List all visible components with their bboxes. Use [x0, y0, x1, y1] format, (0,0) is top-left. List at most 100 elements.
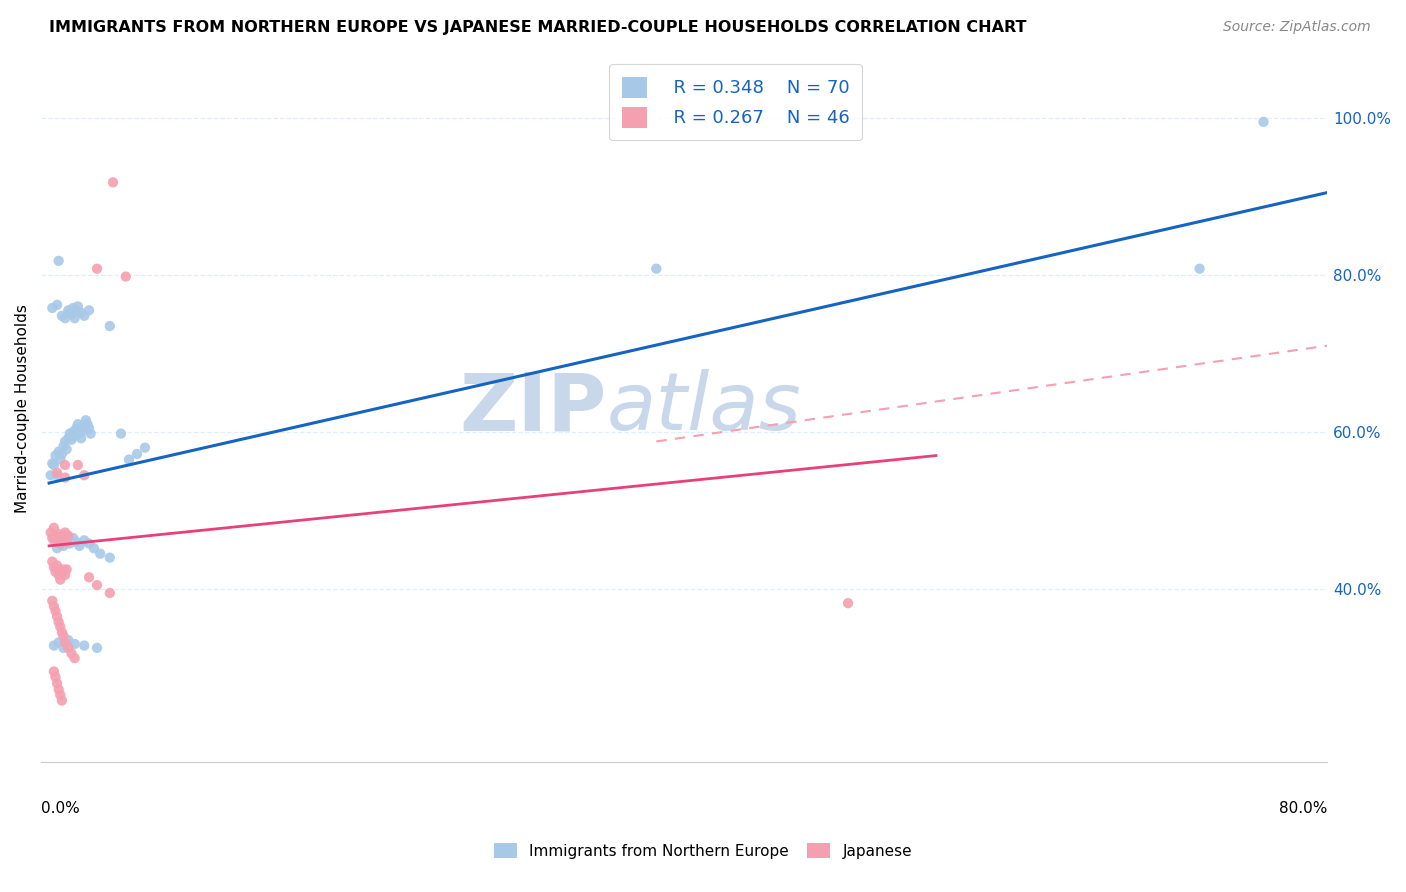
Point: [63, 429, 86, 443]
Point: [66, 417, 89, 432]
Point: [42, 521, 65, 535]
Point: [62, 301, 84, 315]
Point: [39, 468, 62, 483]
Point: [48, 615, 70, 629]
Point: [114, 269, 136, 284]
Point: [72, 418, 94, 433]
Point: [51, 693, 73, 707]
Point: [46, 676, 69, 690]
Point: [86, 261, 108, 276]
Point: [60, 647, 83, 661]
Point: [63, 311, 86, 326]
Point: [66, 299, 89, 313]
Point: [58, 303, 80, 318]
Point: [76, 417, 98, 432]
Point: [49, 620, 72, 634]
Point: [46, 468, 69, 483]
Point: [53, 458, 76, 472]
Point: [55, 535, 77, 549]
Point: [69, 426, 91, 441]
Text: ZIP: ZIP: [460, 369, 607, 448]
Point: [110, 819, 132, 833]
Point: [42, 560, 65, 574]
Text: Source: ZipAtlas.com: Source: ZipAtlas.com: [1223, 20, 1371, 34]
Text: atlas: atlas: [607, 369, 801, 448]
Point: [79, 426, 101, 441]
Point: [70, 431, 93, 445]
Point: [118, 827, 141, 841]
Point: [73, 424, 96, 438]
Point: [125, 447, 148, 461]
Point: [66, 458, 89, 472]
Point: [51, 625, 73, 640]
Point: [44, 604, 66, 618]
Point: [51, 309, 73, 323]
Point: [77, 303, 100, 318]
Point: [53, 311, 76, 326]
Point: [49, 536, 72, 550]
Point: [1188, 261, 1211, 276]
Point: [55, 562, 77, 576]
Point: [49, 452, 72, 467]
Point: [65, 421, 87, 435]
Point: [52, 562, 75, 576]
Point: [69, 539, 91, 553]
Point: [53, 470, 76, 484]
Point: [46, 298, 69, 312]
Point: [44, 670, 66, 684]
Point: [63, 651, 86, 665]
Point: [98, 586, 121, 600]
Point: [60, 307, 83, 321]
Point: [42, 533, 65, 548]
Point: [58, 529, 80, 543]
Point: [58, 431, 80, 445]
Legend: Immigrants from Northern Europe, Japanese: Immigrants from Northern Europe, Japanes…: [488, 837, 918, 864]
Point: [77, 421, 100, 435]
Point: [39, 525, 62, 540]
Point: [65, 535, 87, 549]
Point: [41, 555, 63, 569]
Point: [48, 635, 70, 649]
Point: [48, 682, 70, 697]
Point: [44, 449, 66, 463]
Point: [44, 565, 66, 579]
Point: [83, 541, 105, 556]
Point: [134, 441, 156, 455]
Point: [77, 536, 100, 550]
Point: [53, 568, 76, 582]
Point: [837, 596, 859, 610]
Point: [59, 426, 82, 441]
Text: 0.0%: 0.0%: [41, 801, 80, 815]
Point: [63, 637, 86, 651]
Point: [1253, 115, 1275, 129]
Point: [58, 640, 80, 655]
Point: [118, 452, 141, 467]
Point: [41, 531, 63, 545]
Text: IMMIGRANTS FROM NORTHERN EUROPE VS JAPANESE MARRIED-COUPLE HOUSEHOLDS CORRELATIO: IMMIGRANTS FROM NORTHERN EUROPE VS JAPAN…: [49, 20, 1026, 35]
Point: [86, 578, 108, 592]
Point: [86, 640, 108, 655]
Point: [51, 531, 73, 545]
Point: [98, 550, 121, 565]
Point: [59, 306, 82, 320]
Point: [52, 629, 75, 643]
Point: [49, 573, 72, 587]
Point: [53, 635, 76, 649]
Point: [110, 426, 132, 441]
Point: [46, 533, 69, 548]
Point: [51, 447, 73, 461]
Point: [44, 529, 66, 543]
Text: 80.0%: 80.0%: [1279, 801, 1327, 815]
Point: [52, 640, 75, 655]
Point: [62, 531, 84, 545]
Point: [60, 433, 83, 447]
Point: [101, 175, 124, 189]
Point: [77, 570, 100, 584]
Point: [42, 458, 65, 472]
Point: [46, 466, 69, 480]
Point: [48, 527, 70, 541]
Point: [42, 665, 65, 679]
Point: [55, 442, 77, 457]
Point: [53, 525, 76, 540]
Point: [52, 529, 75, 543]
